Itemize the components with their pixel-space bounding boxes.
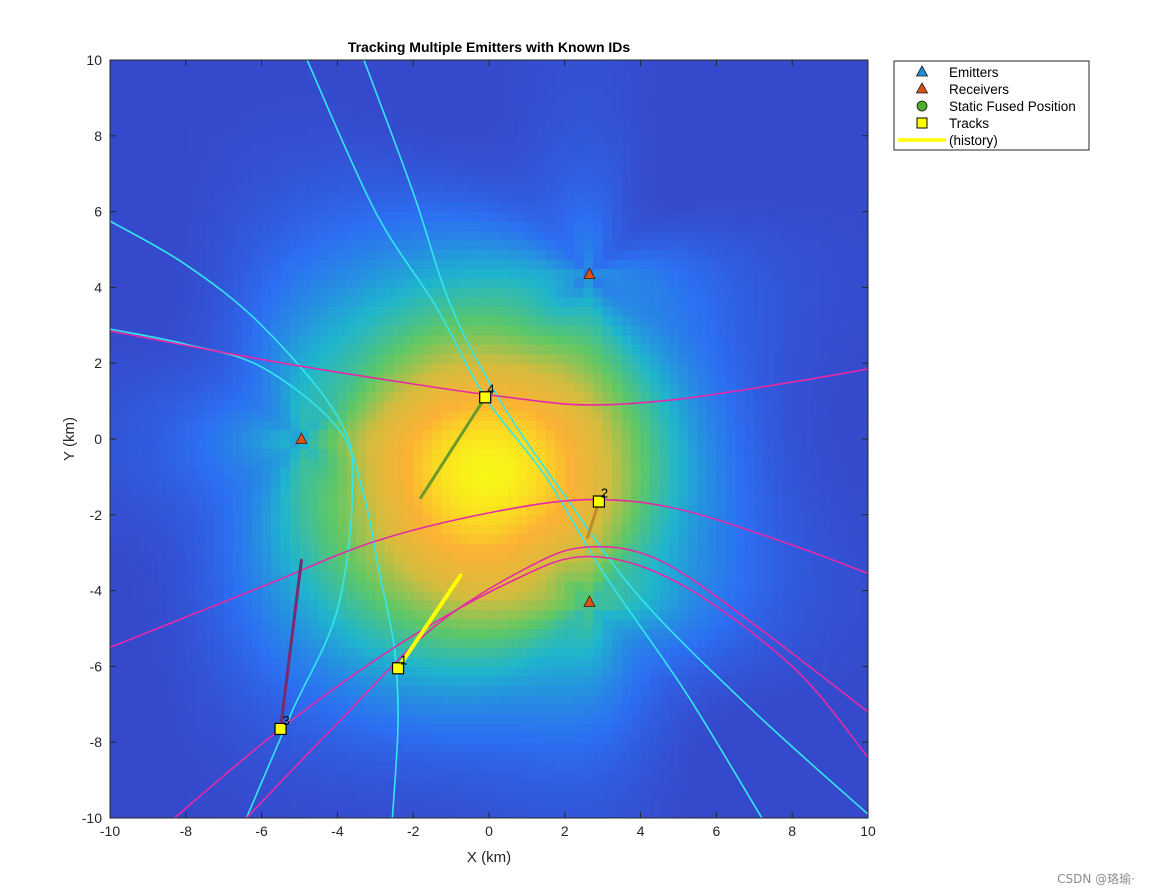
x-tick-label: -10 bbox=[100, 823, 120, 839]
track-label-2: 2 bbox=[601, 486, 608, 501]
x-tick-label: -2 bbox=[407, 823, 420, 839]
legend-label-4: Tracks bbox=[949, 116, 989, 131]
track-history-4 bbox=[419, 395, 487, 500]
y-tick-label: 4 bbox=[94, 279, 102, 295]
chart-title: Tracking Multiple Emitters with Known ID… bbox=[348, 39, 631, 55]
x-tick-label: -4 bbox=[331, 823, 344, 839]
track-history-1 bbox=[396, 573, 463, 671]
y-tick-label: -6 bbox=[90, 658, 103, 674]
x-tick-label: 6 bbox=[713, 823, 721, 839]
cyan-hyperbolas bbox=[110, 60, 868, 818]
magenta-hyperbola-e bbox=[110, 330, 868, 406]
y-tick-label: -8 bbox=[90, 734, 103, 750]
legend-label-1: Emitters bbox=[949, 65, 999, 80]
x-tick-label: 2 bbox=[561, 823, 569, 839]
receiver-marker-2 bbox=[583, 267, 596, 280]
track-marker-3 bbox=[274, 722, 287, 736]
y-tick-label: 2 bbox=[94, 355, 102, 371]
receivers bbox=[295, 267, 596, 607]
magenta-hyperbola-g bbox=[245, 545, 868, 818]
plot-area: 1 2 3 4 bbox=[110, 60, 868, 818]
tracks: 1 2 3 4 bbox=[274, 381, 608, 736]
y-tick-label: -4 bbox=[90, 583, 103, 599]
track-label-1: 1 bbox=[400, 652, 407, 667]
legend: Emitters Receivers Static Fused Position Tr… bbox=[893, 60, 1090, 151]
x-tick-label: 8 bbox=[788, 823, 796, 839]
legend-label-3: Static Fused Position bbox=[949, 99, 1076, 114]
y-axis-ticks: -10 -8 -6 -4 -2 0 2 4 6 8 10 bbox=[82, 52, 868, 826]
x-tick-label: 4 bbox=[637, 823, 645, 839]
legend-marker-4 bbox=[916, 117, 928, 129]
receiver-marker-3 bbox=[583, 595, 596, 607]
cyan-hyperbola-c bbox=[306, 60, 763, 818]
y-tick-label: -2 bbox=[90, 507, 103, 523]
legend-marker-1 bbox=[915, 65, 929, 77]
track-marker-4 bbox=[479, 391, 492, 404]
x-tick-label: -8 bbox=[180, 823, 193, 839]
x-axis-ticks: -10 -8 -6 -4 -2 0 2 4 6 8 10 bbox=[100, 60, 876, 839]
legend-marker-3 bbox=[916, 100, 928, 112]
magenta-hyperbola-f bbox=[110, 498, 868, 649]
track-history-3 bbox=[279, 558, 303, 731]
receiver-marker-1 bbox=[295, 432, 308, 444]
y-tick-label: 10 bbox=[86, 52, 102, 68]
legend-label-5: (history) bbox=[949, 133, 998, 148]
cyan-hyperbola-d bbox=[363, 60, 868, 815]
track-marker-2 bbox=[592, 495, 606, 508]
legend-marker-2 bbox=[915, 82, 929, 94]
legend-label-2: Receivers bbox=[949, 82, 1009, 97]
watermark: CSDN @珞瑜· bbox=[1057, 872, 1135, 886]
x-tick-label: -6 bbox=[255, 823, 268, 839]
track-marker-1 bbox=[391, 662, 405, 675]
x-axis-label: X (km) bbox=[467, 849, 511, 866]
track-label-3: 3 bbox=[283, 713, 290, 728]
y-tick-label: 0 bbox=[94, 431, 102, 447]
track-label-4: 4 bbox=[487, 381, 494, 396]
background-heatmap bbox=[110, 60, 868, 818]
y-tick-label: 8 bbox=[94, 128, 102, 144]
y-tick-label: -10 bbox=[82, 810, 102, 826]
y-axis-label: Y (km) bbox=[61, 417, 78, 461]
cyan-hyperbola-a bbox=[110, 220, 354, 818]
y-tick-label: 6 bbox=[94, 204, 102, 220]
x-tick-label: 10 bbox=[860, 823, 876, 839]
x-tick-label: 0 bbox=[485, 823, 493, 839]
track-histories bbox=[279, 395, 601, 731]
